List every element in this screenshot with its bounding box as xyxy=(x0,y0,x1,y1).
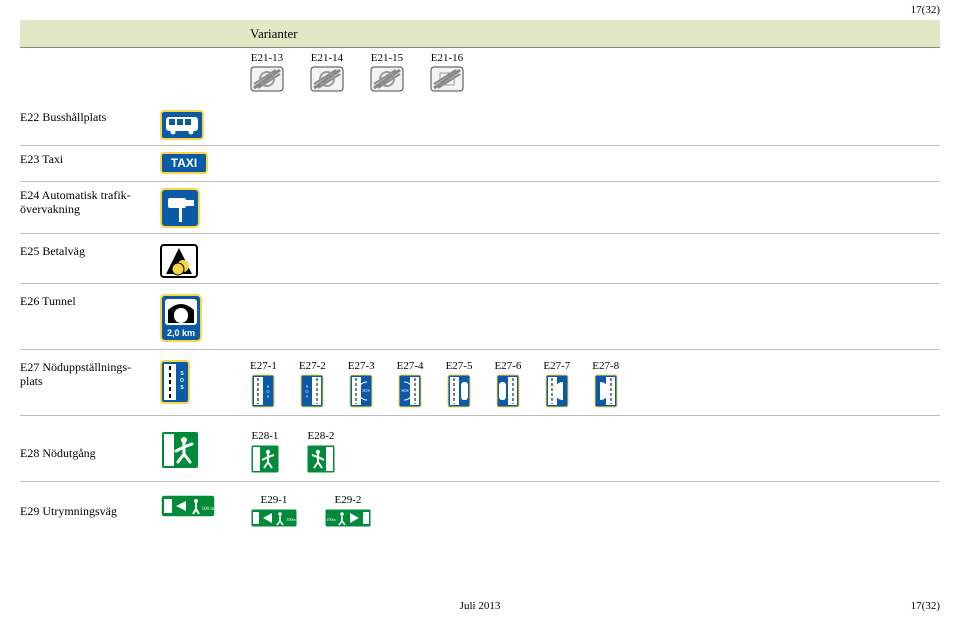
code: E27-5 xyxy=(446,360,473,372)
row-e28: E28 Nödutgång E28-1 E28-2 xyxy=(20,430,940,482)
bus-icon xyxy=(160,110,204,140)
code: E21-16 xyxy=(431,52,463,64)
svg-text:100m: 100m xyxy=(286,517,296,522)
code: E21-15 xyxy=(371,52,403,64)
sign-taxi: TAXI xyxy=(160,152,208,174)
sign-e21-15: E21-15 xyxy=(370,52,404,92)
sign-toll xyxy=(160,244,198,278)
label-e28: E28 Nödutgång xyxy=(20,446,150,460)
sos-lane-icon: S O S xyxy=(160,360,190,404)
row-e22: E22 Busshållplats xyxy=(20,110,940,146)
sign-e27-1: E27-1 SOS xyxy=(250,360,277,408)
code: E21-13 xyxy=(251,52,283,64)
evac-route-icon: 100 m xyxy=(160,494,216,518)
sign-e21-13: E21-13 xyxy=(250,52,284,92)
sign-e27-main: S O S xyxy=(160,360,190,404)
code: E27-8 xyxy=(592,360,619,372)
code: E27-4 xyxy=(397,360,424,372)
footer-page-num: 17(32) xyxy=(911,600,940,612)
code: E27-7 xyxy=(543,360,570,372)
sign-bus-stop xyxy=(160,110,204,140)
sign-e27-7: E27-7 xyxy=(543,360,570,408)
sign-e29-1: E29-1 100m xyxy=(250,494,298,528)
label-e24: E24 Automatisk trafik-övervakning xyxy=(20,188,150,217)
header-title: Varianter xyxy=(250,26,298,42)
exit-icon xyxy=(160,430,200,470)
sign-e21-14: E21-14 xyxy=(310,52,344,92)
row-e25: E25 Betalväg xyxy=(20,244,940,284)
code: E21-14 xyxy=(311,52,343,64)
code: E29-2 xyxy=(335,494,362,506)
end-zone-icon xyxy=(250,66,284,92)
svg-text:100 m: 100 m xyxy=(202,507,215,512)
label-e23: E23 Taxi xyxy=(20,152,150,166)
sign-e27-2: E27-2 SOS xyxy=(299,360,326,408)
svg-text:O: O xyxy=(180,378,184,384)
sign-e27-6: E27-6 xyxy=(494,360,521,408)
code: E27-3 xyxy=(348,360,375,372)
sign-e27-5: E27-5 xyxy=(446,360,473,408)
code: E27-2 xyxy=(299,360,326,372)
svg-text:SOS: SOS xyxy=(363,388,370,393)
code: E27-6 xyxy=(494,360,521,372)
row-e27: E27 Nöduppställnings-plats S O S E27-1 S… xyxy=(20,360,940,416)
svg-text:TAXI: TAXI xyxy=(171,156,197,170)
sign-e27-8: E27-8 xyxy=(592,360,619,408)
sign-e27-3: E27-3 SOS xyxy=(348,360,375,408)
row-e29: E29 Utrymningsväg 100 m E29-1 100m E29-2… xyxy=(20,494,940,534)
footer-center: Juli 2013 xyxy=(0,600,960,612)
svg-text:S: S xyxy=(306,394,308,399)
label-e22: E22 Busshållplats xyxy=(20,110,150,124)
sign-e29-2: E29-2 100m xyxy=(324,494,372,528)
camera-icon xyxy=(160,188,200,228)
row-e23: E23 Taxi TAXI xyxy=(20,152,940,182)
sign-e27-4: E27-4 SOS xyxy=(397,360,424,408)
sign-camera xyxy=(160,188,200,228)
svg-text:S: S xyxy=(267,394,269,399)
code: E28-1 xyxy=(252,430,279,442)
taxi-icon: TAXI xyxy=(160,152,208,174)
svg-text:SOS: SOS xyxy=(401,388,408,393)
label-e26: E26 Tunnel xyxy=(20,294,150,308)
label-e27: E27 Nöduppställnings-plats xyxy=(20,360,150,389)
sign-e21-16: E21-16 xyxy=(430,52,464,92)
label-e29: E29 Utrymningsväg xyxy=(20,504,150,518)
sign-tunnel: 2,0 km xyxy=(160,294,202,342)
code: E28-2 xyxy=(308,430,335,442)
row-e24: E24 Automatisk trafik-övervakning xyxy=(20,188,940,234)
sign-e28-1: E28-1 xyxy=(250,430,280,474)
sign-e28-main xyxy=(160,430,200,470)
tunnel-icon: 2,0 km xyxy=(160,294,202,342)
sign-e28-2: E28-2 xyxy=(306,430,336,474)
page-number-top: 17(32) xyxy=(911,4,940,16)
label-e25: E25 Betalväg xyxy=(20,244,150,258)
header-band: Varianter xyxy=(20,20,940,48)
code: E27-1 xyxy=(250,360,277,372)
svg-text:100m: 100m xyxy=(326,517,336,522)
row-e26: E26 Tunnel 2,0 km xyxy=(20,294,940,350)
code: E29-1 xyxy=(261,494,288,506)
sign-e29-main: 100 m xyxy=(160,494,216,518)
toll-icon xyxy=(160,244,198,278)
svg-text:2,0 km: 2,0 km xyxy=(167,328,195,338)
row-e21-variants: E21-13 E21-14 E21-15 E21-16 xyxy=(20,52,940,100)
